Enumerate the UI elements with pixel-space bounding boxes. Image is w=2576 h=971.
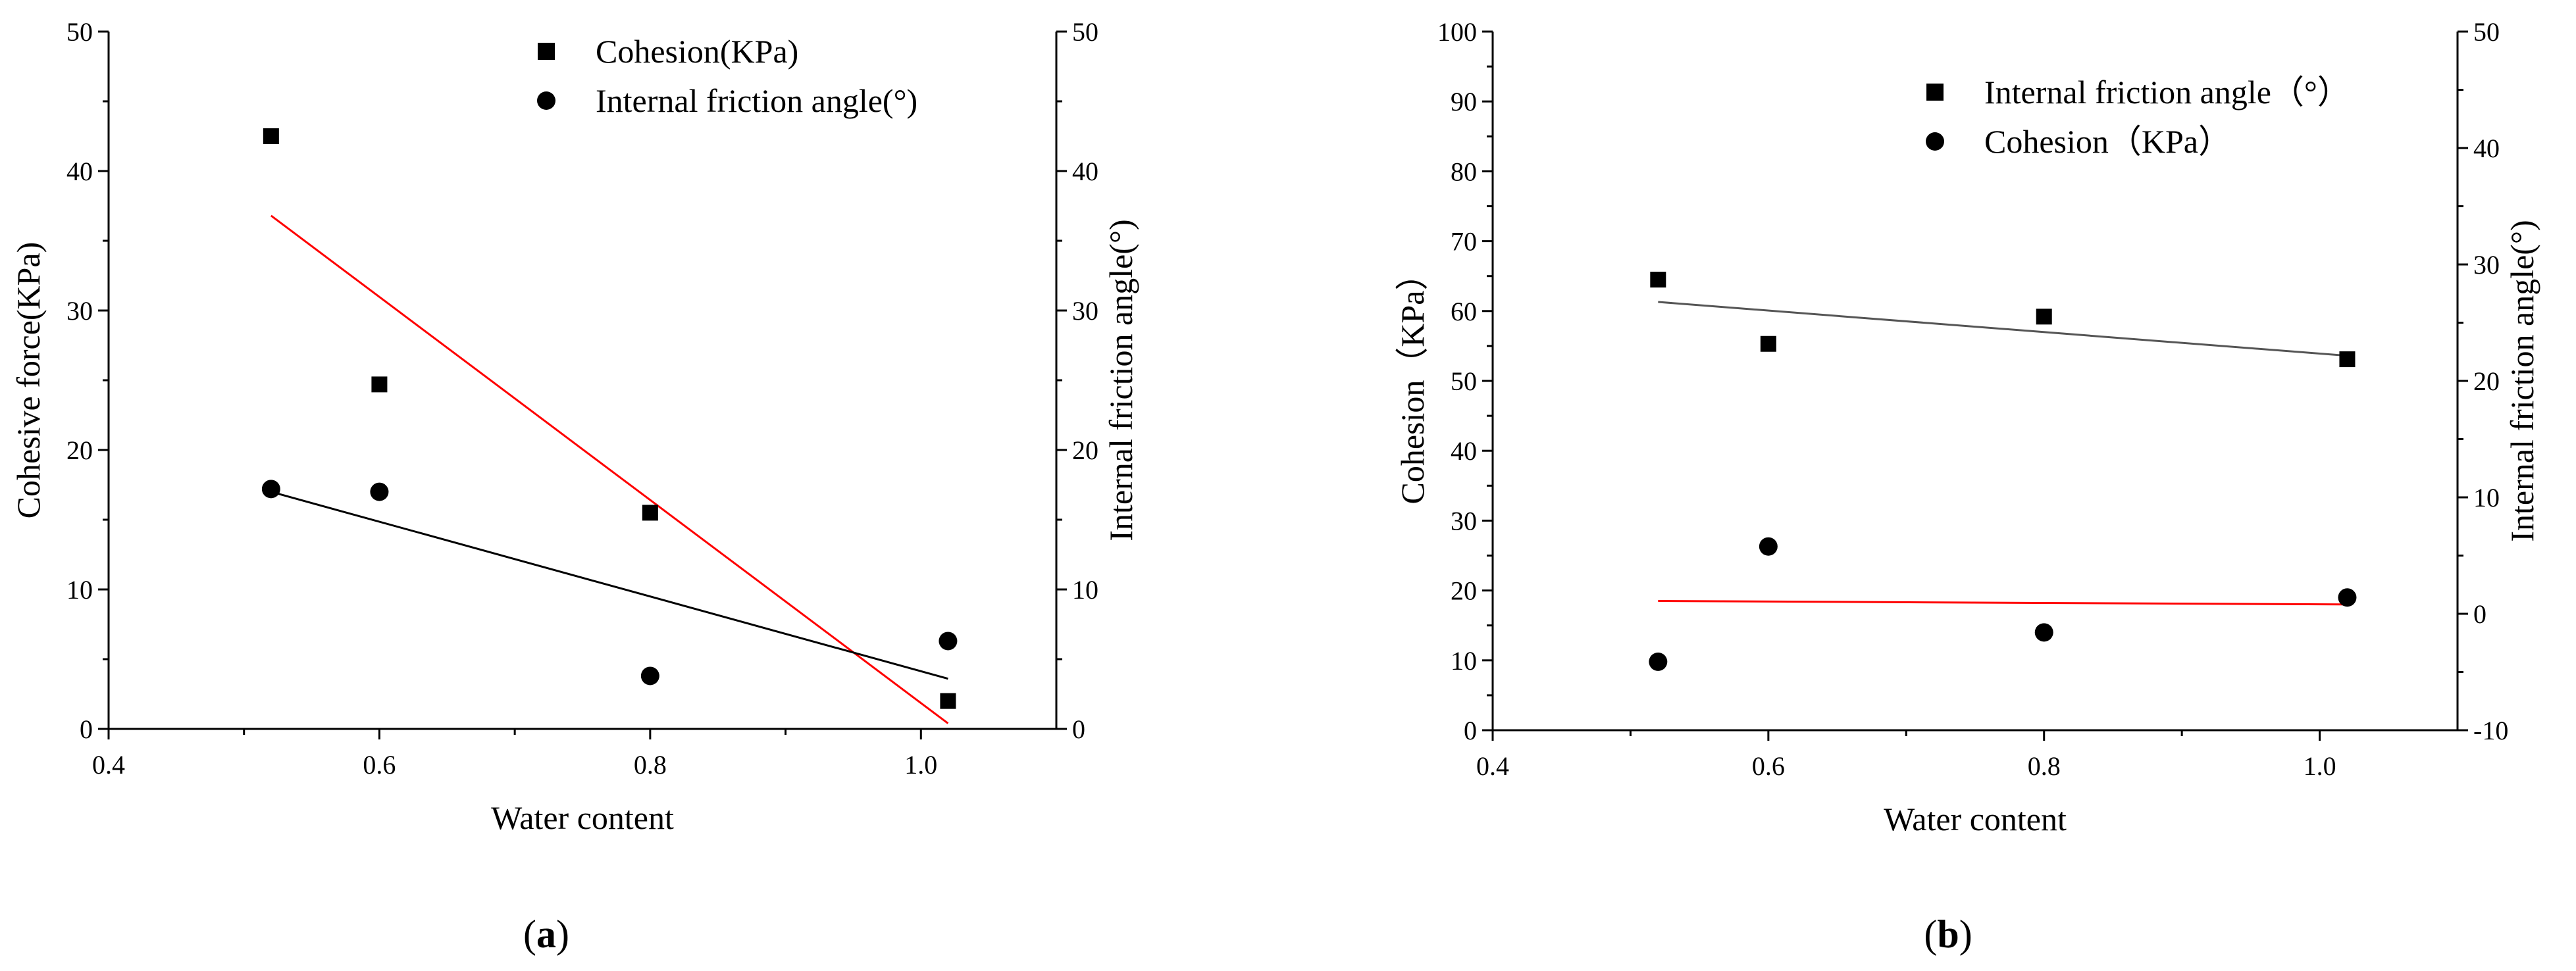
right-y-tick-label: 10: [2473, 483, 2500, 512]
right-y-tick-label: -10: [2473, 716, 2508, 745]
panel-a-fit-lines: [270, 214, 949, 724]
panel-b-legend-label-friction-angle: Internal friction angle（°）: [1984, 74, 2350, 111]
panel-a-right-y-axis-label: Internal friction angle(°): [1102, 219, 1139, 541]
left-y-tick-label: 100: [1437, 17, 1477, 47]
panel-b: 0.4 0.6 0.8 1.0 0 10 20 30 40 50 60 70 80 90 100 -10 0 10…: [1394, 17, 2540, 956]
square-data-point: [1650, 272, 1666, 288]
panel-b-letter: b: [1937, 912, 1959, 956]
circle-data-point: [1759, 537, 1778, 556]
panel-a-legend-label-cohesion: Cohesion(KPa): [596, 33, 798, 70]
panel-a-markers: [261, 128, 958, 709]
panel-b-caption: (b): [1924, 912, 1972, 956]
square-data-point: [2339, 351, 2356, 368]
circle-data-point: [261, 480, 280, 499]
panel-a-legend-label-friction-angle: Internal friction angle(°): [596, 82, 917, 119]
legend-circle-marker-icon: [537, 91, 555, 110]
legend-square-marker-icon: [1926, 84, 1944, 101]
circle-data-point: [939, 632, 958, 651]
left-y-tick-label: 10: [66, 575, 93, 605]
panel-b-fit-lines: [1658, 301, 2348, 606]
left-y-tick-label: 50: [1451, 366, 1477, 396]
square-data-point: [2036, 309, 2052, 325]
panel-a-caption: (a): [523, 912, 569, 956]
left-y-tick-label: 80: [1451, 157, 1477, 186]
legend-circle-marker-icon: [1926, 132, 1944, 151]
left-y-tick-label: 30: [1451, 506, 1477, 535]
square-data-point: [371, 376, 388, 393]
fit-line-series-1: [1658, 600, 2348, 606]
circle-data-point: [2034, 623, 2053, 642]
right-y-tick-label: 0: [1072, 714, 1085, 744]
right-y-tick-label: 40: [2473, 134, 2500, 163]
panel-b-ticks: 0.4 0.6 0.8 1.0 0 10 20 30 40 50 60 70 80 90 100 -10 0 10…: [1437, 17, 2508, 781]
x-tick-label: 0.4: [1476, 751, 1509, 781]
panel-b-markers: [1649, 272, 2357, 671]
panel-a-x-axis-label: Water content: [491, 799, 674, 836]
fit-line-series-0: [270, 214, 949, 724]
left-y-tick-label: 20: [66, 436, 93, 465]
right-y-tick-label: 10: [1072, 575, 1098, 605]
left-y-tick-label: 90: [1451, 87, 1477, 116]
circle-data-point: [370, 482, 389, 501]
x-tick-label: 0.8: [634, 750, 667, 780]
left-y-tick-label: 10: [1451, 646, 1477, 676]
x-tick-label: 0.6: [1752, 751, 1785, 781]
right-y-tick-label: 30: [1072, 296, 1098, 326]
square-data-point: [1760, 336, 1776, 352]
legend-square-marker-icon: [538, 43, 555, 60]
right-y-tick-label: 20: [1072, 436, 1098, 465]
panel-b-right-y-axis-label: Internal friction angle(°): [2504, 220, 2540, 541]
right-y-tick-label: 0: [2473, 599, 2486, 629]
x-tick-label: 1.0: [904, 750, 937, 780]
left-y-tick-label: 70: [1451, 227, 1477, 257]
circle-data-point: [640, 666, 659, 685]
left-y-tick-label: 60: [1451, 297, 1477, 326]
circle-data-point: [1649, 652, 1668, 671]
panel-b-x-axis-label: Water content: [1884, 801, 2067, 837]
left-y-tick-label: 30: [66, 296, 93, 326]
panel-a-legend: Cohesion(KPa) Internal friction angle(°): [537, 33, 917, 119]
circle-data-point: [2338, 588, 2357, 607]
x-tick-label: 0.6: [363, 750, 396, 780]
left-y-tick-label: 20: [1451, 576, 1477, 606]
panel-a-ticks: 0.4 0.6 0.8 1.0 0 10 20 30 40 50 0 10 20 30 40 50: [66, 17, 1098, 780]
panel-a-letter: a: [536, 912, 556, 956]
square-data-point: [940, 693, 956, 709]
right-y-tick-label: 50: [2473, 17, 2500, 47]
panel-a: 0.4 0.6 0.8 1.0 0 10 20 30 40 50 0 10 20 30 40 50 Water…: [10, 17, 1139, 956]
right-y-tick-label: 40: [1072, 157, 1098, 186]
panel-b-legend: Internal friction angle（°） Cohesion（KPa）: [1926, 74, 2350, 160]
panel-b-legend-label-cohesion: Cohesion（KPa）: [1984, 123, 2231, 160]
left-y-tick-label: 0: [1464, 716, 1477, 745]
left-y-tick-label: 40: [66, 157, 93, 186]
x-tick-label: 1.0: [2304, 751, 2336, 781]
left-y-tick-label: 40: [1451, 436, 1477, 466]
right-y-tick-label: 20: [2473, 366, 2500, 396]
right-y-tick-label: 30: [2473, 250, 2500, 280]
left-y-tick-label: 50: [66, 17, 93, 47]
right-y-tick-label: 50: [1072, 17, 1098, 47]
left-y-tick-label: 0: [80, 714, 93, 744]
square-data-point: [263, 128, 279, 144]
x-tick-label: 0.8: [2028, 751, 2061, 781]
x-tick-label: 0.4: [92, 750, 125, 780]
panel-a-left-y-axis-label: Cohesive force(KPa): [10, 242, 47, 519]
square-data-point: [642, 505, 658, 521]
panel-a-axes: [107, 32, 1058, 730]
fit-line-series-1: [270, 491, 948, 680]
fit-line-series-0: [1658, 301, 2348, 357]
panel-b-axes: [1491, 32, 2459, 732]
panel-b-left-y-axis-label: Cohesion（KPa）: [1394, 258, 1431, 505]
